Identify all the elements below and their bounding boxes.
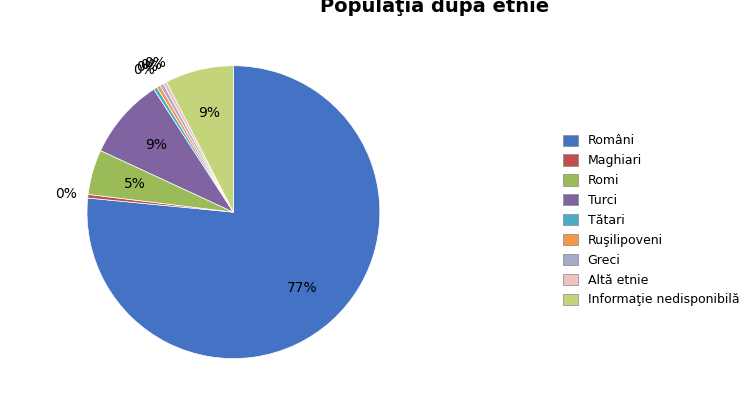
Wedge shape (166, 66, 233, 212)
Wedge shape (157, 85, 233, 212)
Wedge shape (163, 82, 233, 212)
Wedge shape (88, 151, 233, 212)
Wedge shape (87, 194, 233, 212)
Text: 0%: 0% (55, 187, 77, 201)
Text: 9%: 9% (198, 106, 221, 119)
Text: 0%: 0% (136, 60, 158, 74)
Wedge shape (87, 66, 380, 359)
Wedge shape (154, 87, 233, 212)
Wedge shape (160, 84, 233, 212)
Wedge shape (101, 89, 233, 212)
Text: 0%: 0% (133, 63, 154, 77)
Text: 0%: 0% (144, 56, 166, 70)
Text: 77%: 77% (287, 281, 318, 295)
Title: Populaţia după etnie: Populaţia după etnie (320, 0, 550, 17)
Text: 9%: 9% (145, 138, 167, 152)
Text: 0%: 0% (140, 58, 162, 72)
Legend: Români, Maghiari, Romi, Turci, Tătari, Ruşilipoveni, Greci, Altă etnie, Informaţ: Români, Maghiari, Romi, Turci, Tătari, R… (562, 134, 739, 307)
Text: 5%: 5% (124, 177, 146, 191)
